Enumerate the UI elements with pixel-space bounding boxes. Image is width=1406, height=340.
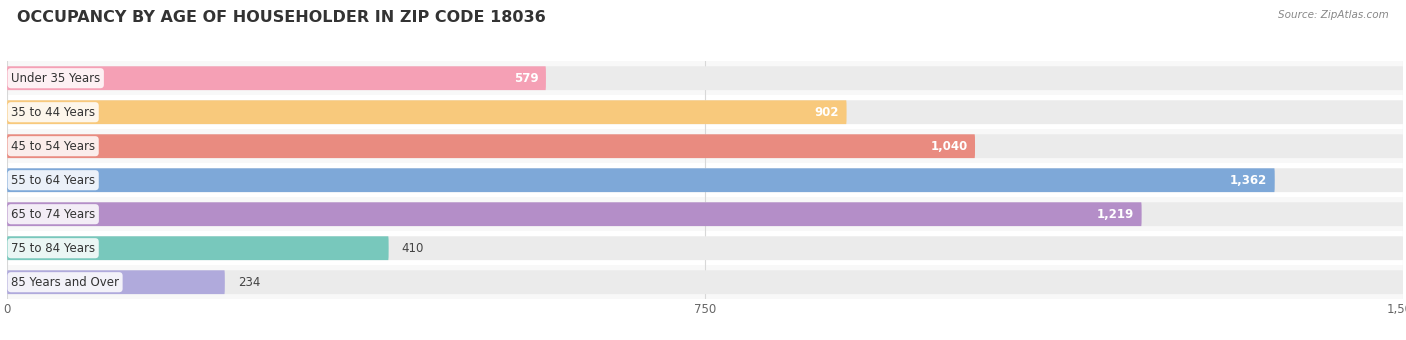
FancyBboxPatch shape (7, 100, 846, 124)
Text: 1,040: 1,040 (931, 140, 967, 153)
FancyBboxPatch shape (7, 202, 1142, 226)
FancyBboxPatch shape (7, 134, 974, 158)
FancyBboxPatch shape (7, 236, 388, 260)
FancyBboxPatch shape (7, 168, 1403, 192)
Text: 902: 902 (814, 106, 839, 119)
Text: 85 Years and Over: 85 Years and Over (11, 276, 120, 289)
FancyBboxPatch shape (7, 270, 1403, 294)
Bar (7, 163, 1403, 197)
Text: 234: 234 (238, 276, 260, 289)
FancyBboxPatch shape (7, 168, 1275, 192)
Text: 75 to 84 Years: 75 to 84 Years (11, 242, 96, 255)
Text: Under 35 Years: Under 35 Years (11, 72, 100, 85)
Bar (7, 265, 1403, 299)
Text: 1,362: 1,362 (1230, 174, 1267, 187)
Text: 579: 579 (513, 72, 538, 85)
Text: 55 to 64 Years: 55 to 64 Years (11, 174, 96, 187)
Text: 65 to 74 Years: 65 to 74 Years (11, 208, 96, 221)
Bar (7, 129, 1403, 163)
Bar (7, 61, 1403, 95)
FancyBboxPatch shape (7, 134, 1403, 158)
Text: 35 to 44 Years: 35 to 44 Years (11, 106, 96, 119)
FancyBboxPatch shape (7, 100, 1403, 124)
Text: Source: ZipAtlas.com: Source: ZipAtlas.com (1278, 10, 1389, 20)
FancyBboxPatch shape (7, 202, 1403, 226)
Bar (7, 231, 1403, 265)
Bar (7, 95, 1403, 129)
Bar (7, 197, 1403, 231)
FancyBboxPatch shape (7, 270, 225, 294)
FancyBboxPatch shape (7, 236, 1403, 260)
Text: 410: 410 (402, 242, 425, 255)
FancyBboxPatch shape (7, 66, 546, 90)
Text: OCCUPANCY BY AGE OF HOUSEHOLDER IN ZIP CODE 18036: OCCUPANCY BY AGE OF HOUSEHOLDER IN ZIP C… (17, 10, 546, 25)
Text: 45 to 54 Years: 45 to 54 Years (11, 140, 96, 153)
Text: 1,219: 1,219 (1097, 208, 1135, 221)
FancyBboxPatch shape (7, 66, 1403, 90)
